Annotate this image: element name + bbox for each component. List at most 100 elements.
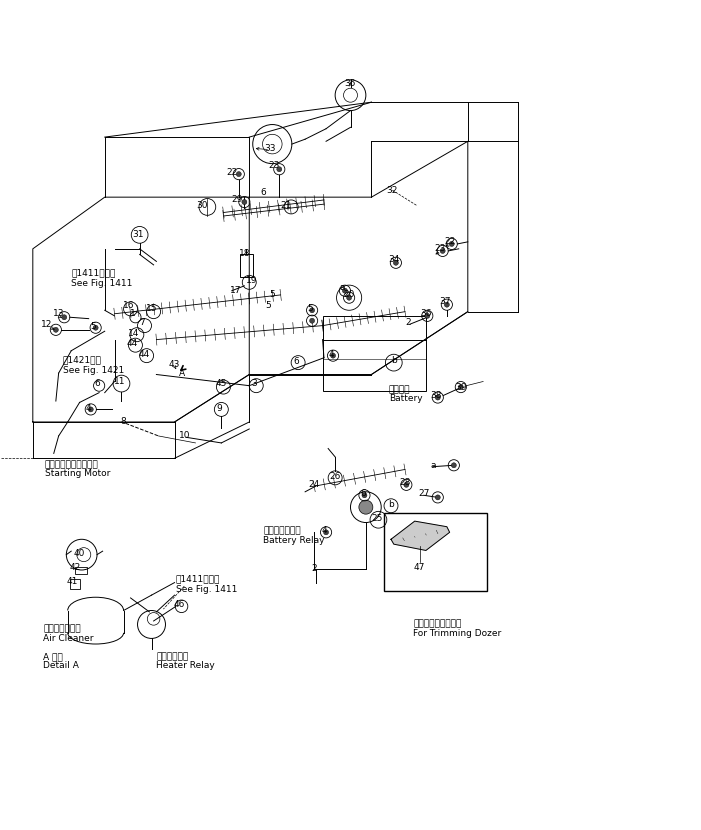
Text: 5: 5	[307, 305, 313, 314]
Circle shape	[242, 199, 247, 204]
Text: 5: 5	[90, 322, 97, 331]
Text: 13: 13	[53, 310, 64, 318]
Circle shape	[404, 482, 409, 487]
Circle shape	[277, 167, 282, 172]
Text: b: b	[388, 500, 394, 509]
Circle shape	[451, 463, 456, 468]
Text: 16: 16	[123, 301, 134, 310]
Text: Air Cleaner: Air Cleaner	[43, 633, 94, 642]
Circle shape	[359, 500, 373, 514]
Circle shape	[88, 407, 93, 412]
Circle shape	[346, 295, 352, 300]
Text: 40: 40	[74, 549, 86, 558]
Circle shape	[62, 315, 67, 320]
Text: 38: 38	[430, 391, 442, 400]
Circle shape	[342, 288, 348, 293]
Text: Detail A: Detail A	[43, 662, 79, 671]
Text: 28: 28	[400, 478, 411, 487]
Circle shape	[435, 395, 440, 400]
Text: 44: 44	[127, 339, 138, 349]
Text: バッテリ: バッテリ	[389, 386, 410, 395]
Text: 2: 2	[311, 564, 317, 573]
Text: 23: 23	[268, 160, 280, 169]
Text: スターティングモータ: スターティングモータ	[45, 461, 98, 470]
Text: バッテリリレー: バッテリリレー	[263, 527, 301, 535]
Circle shape	[435, 495, 440, 500]
Text: 31: 31	[132, 231, 143, 239]
Text: 44: 44	[139, 349, 150, 359]
Text: 20: 20	[343, 290, 355, 300]
Text: 4: 4	[328, 349, 334, 359]
Text: Battery: Battery	[389, 394, 423, 403]
Text: 6: 6	[360, 489, 366, 498]
Circle shape	[444, 302, 449, 307]
Text: 17: 17	[229, 286, 241, 295]
Text: 9: 9	[217, 403, 222, 413]
Text: 7: 7	[139, 319, 145, 327]
Text: 36: 36	[420, 310, 432, 318]
Circle shape	[310, 308, 315, 313]
Text: a: a	[339, 283, 345, 292]
Text: 22: 22	[226, 168, 238, 177]
Text: 5: 5	[269, 290, 275, 300]
Text: 10: 10	[179, 432, 190, 441]
Text: エアークリーナ: エアークリーナ	[43, 624, 81, 633]
Text: Heater Relay: Heater Relay	[156, 662, 215, 671]
Text: 8: 8	[121, 417, 126, 427]
Circle shape	[236, 172, 241, 177]
Bar	[70, 579, 81, 588]
Text: 39: 39	[455, 383, 467, 392]
Text: 第1421図参
See Fig. 1421: 第1421図参 See Fig. 1421	[63, 355, 124, 375]
Text: 43: 43	[169, 360, 180, 369]
Text: 5: 5	[265, 301, 271, 310]
Text: 2: 2	[405, 319, 411, 327]
Text: 23: 23	[434, 244, 446, 253]
Text: 15: 15	[146, 305, 157, 314]
Text: For Trimming Dozer: For Trimming Dozer	[414, 628, 502, 637]
Circle shape	[362, 493, 367, 498]
Circle shape	[331, 353, 336, 359]
Text: 21: 21	[280, 201, 292, 210]
Text: 12: 12	[41, 320, 53, 329]
Text: Starting Motor: Starting Motor	[45, 470, 110, 478]
Polygon shape	[391, 521, 449, 550]
Circle shape	[53, 327, 58, 332]
Text: 4: 4	[321, 525, 327, 535]
Text: 45: 45	[216, 379, 227, 388]
Text: 33: 33	[264, 144, 276, 153]
Text: 18: 18	[238, 248, 250, 257]
Text: 6: 6	[260, 188, 266, 198]
Text: 46: 46	[174, 600, 185, 609]
Text: 37: 37	[439, 297, 451, 306]
Bar	[240, 255, 253, 276]
Text: 6: 6	[293, 357, 299, 366]
Text: 27: 27	[418, 489, 430, 498]
Text: トリミングドーザ用: トリミングドーザ用	[414, 619, 462, 628]
Text: ヒータリレー: ヒータリレー	[156, 652, 189, 662]
Text: A 詳細: A 詳細	[43, 652, 63, 662]
Text: 22: 22	[444, 237, 455, 247]
Text: 25: 25	[372, 514, 383, 523]
Text: 47: 47	[413, 563, 425, 572]
Text: 41: 41	[67, 577, 79, 586]
Text: Battery Relay: Battery Relay	[263, 536, 325, 544]
Text: 29: 29	[232, 195, 243, 204]
Circle shape	[458, 384, 463, 389]
Text: 42: 42	[69, 563, 81, 572]
Text: A: A	[179, 369, 184, 378]
Bar	[384, 513, 487, 591]
Text: 1: 1	[130, 310, 135, 318]
Text: b: b	[391, 356, 397, 365]
Text: 第1411図参照
See Fig. 1411: 第1411図参照 See Fig. 1411	[72, 268, 132, 288]
Circle shape	[440, 248, 445, 253]
Text: 34: 34	[388, 256, 400, 265]
Bar	[322, 316, 426, 391]
Circle shape	[324, 530, 329, 535]
Circle shape	[425, 314, 430, 319]
Text: 11: 11	[114, 377, 126, 386]
Text: 3: 3	[251, 379, 257, 388]
Text: 35: 35	[345, 79, 356, 88]
Circle shape	[310, 318, 315, 323]
Text: 4: 4	[86, 403, 91, 413]
Text: 24: 24	[308, 481, 320, 490]
